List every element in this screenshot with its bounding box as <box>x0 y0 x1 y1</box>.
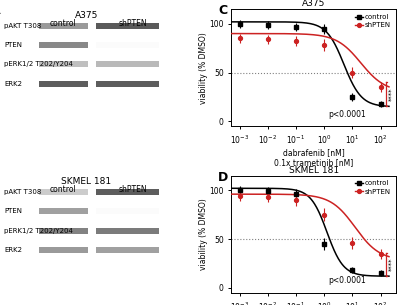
Text: p<0.0001: p<0.0001 <box>328 109 366 119</box>
Text: shPTEN: shPTEN <box>118 19 147 27</box>
Bar <box>96 228 159 234</box>
Bar <box>96 247 159 253</box>
Bar <box>38 189 88 195</box>
Text: control: control <box>50 19 77 27</box>
Bar <box>96 42 159 48</box>
Bar <box>96 189 159 195</box>
Bar <box>38 42 88 48</box>
Bar <box>38 23 88 29</box>
Bar <box>38 247 88 253</box>
Text: ****: **** <box>389 87 395 101</box>
Title: SKMEL 181: SKMEL 181 <box>288 166 339 175</box>
Y-axis label: viability (% DMSO): viability (% DMSO) <box>199 198 208 270</box>
Text: PTEN: PTEN <box>4 42 22 48</box>
Legend: control, shPTEN: control, shPTEN <box>353 13 392 30</box>
Text: pERK1/2 T202/Y204: pERK1/2 T202/Y204 <box>4 61 73 67</box>
Text: PTEN: PTEN <box>4 208 22 214</box>
Bar <box>96 23 159 29</box>
Text: p<0.0001: p<0.0001 <box>328 276 366 285</box>
Text: ERK2: ERK2 <box>4 247 22 253</box>
Bar <box>96 208 159 214</box>
Legend: control, shPTEN: control, shPTEN <box>353 179 392 196</box>
X-axis label: dabrafenib [nM]
0.1x trametinib [nM]: dabrafenib [nM] 0.1x trametinib [nM] <box>274 148 353 167</box>
Text: pAKT T308: pAKT T308 <box>4 23 41 29</box>
Bar <box>38 81 88 87</box>
Text: SKMEL 181: SKMEL 181 <box>61 177 112 186</box>
Title: A375: A375 <box>302 0 325 8</box>
Text: D: D <box>218 171 228 184</box>
Bar <box>38 228 88 234</box>
Text: A375: A375 <box>75 11 98 20</box>
Bar <box>96 81 159 87</box>
Text: control: control <box>50 185 77 194</box>
Y-axis label: viability (% DMSO): viability (% DMSO) <box>199 32 208 104</box>
Bar <box>96 61 159 67</box>
Text: ****: **** <box>389 258 395 271</box>
Text: C: C <box>218 5 227 17</box>
Text: pAKT T308: pAKT T308 <box>4 189 41 195</box>
Bar <box>38 61 88 67</box>
Text: shPTEN: shPTEN <box>118 185 147 194</box>
Text: ERK2: ERK2 <box>4 81 22 87</box>
Text: pERK1/2 T202/Y204: pERK1/2 T202/Y204 <box>4 228 73 234</box>
Bar <box>38 208 88 214</box>
